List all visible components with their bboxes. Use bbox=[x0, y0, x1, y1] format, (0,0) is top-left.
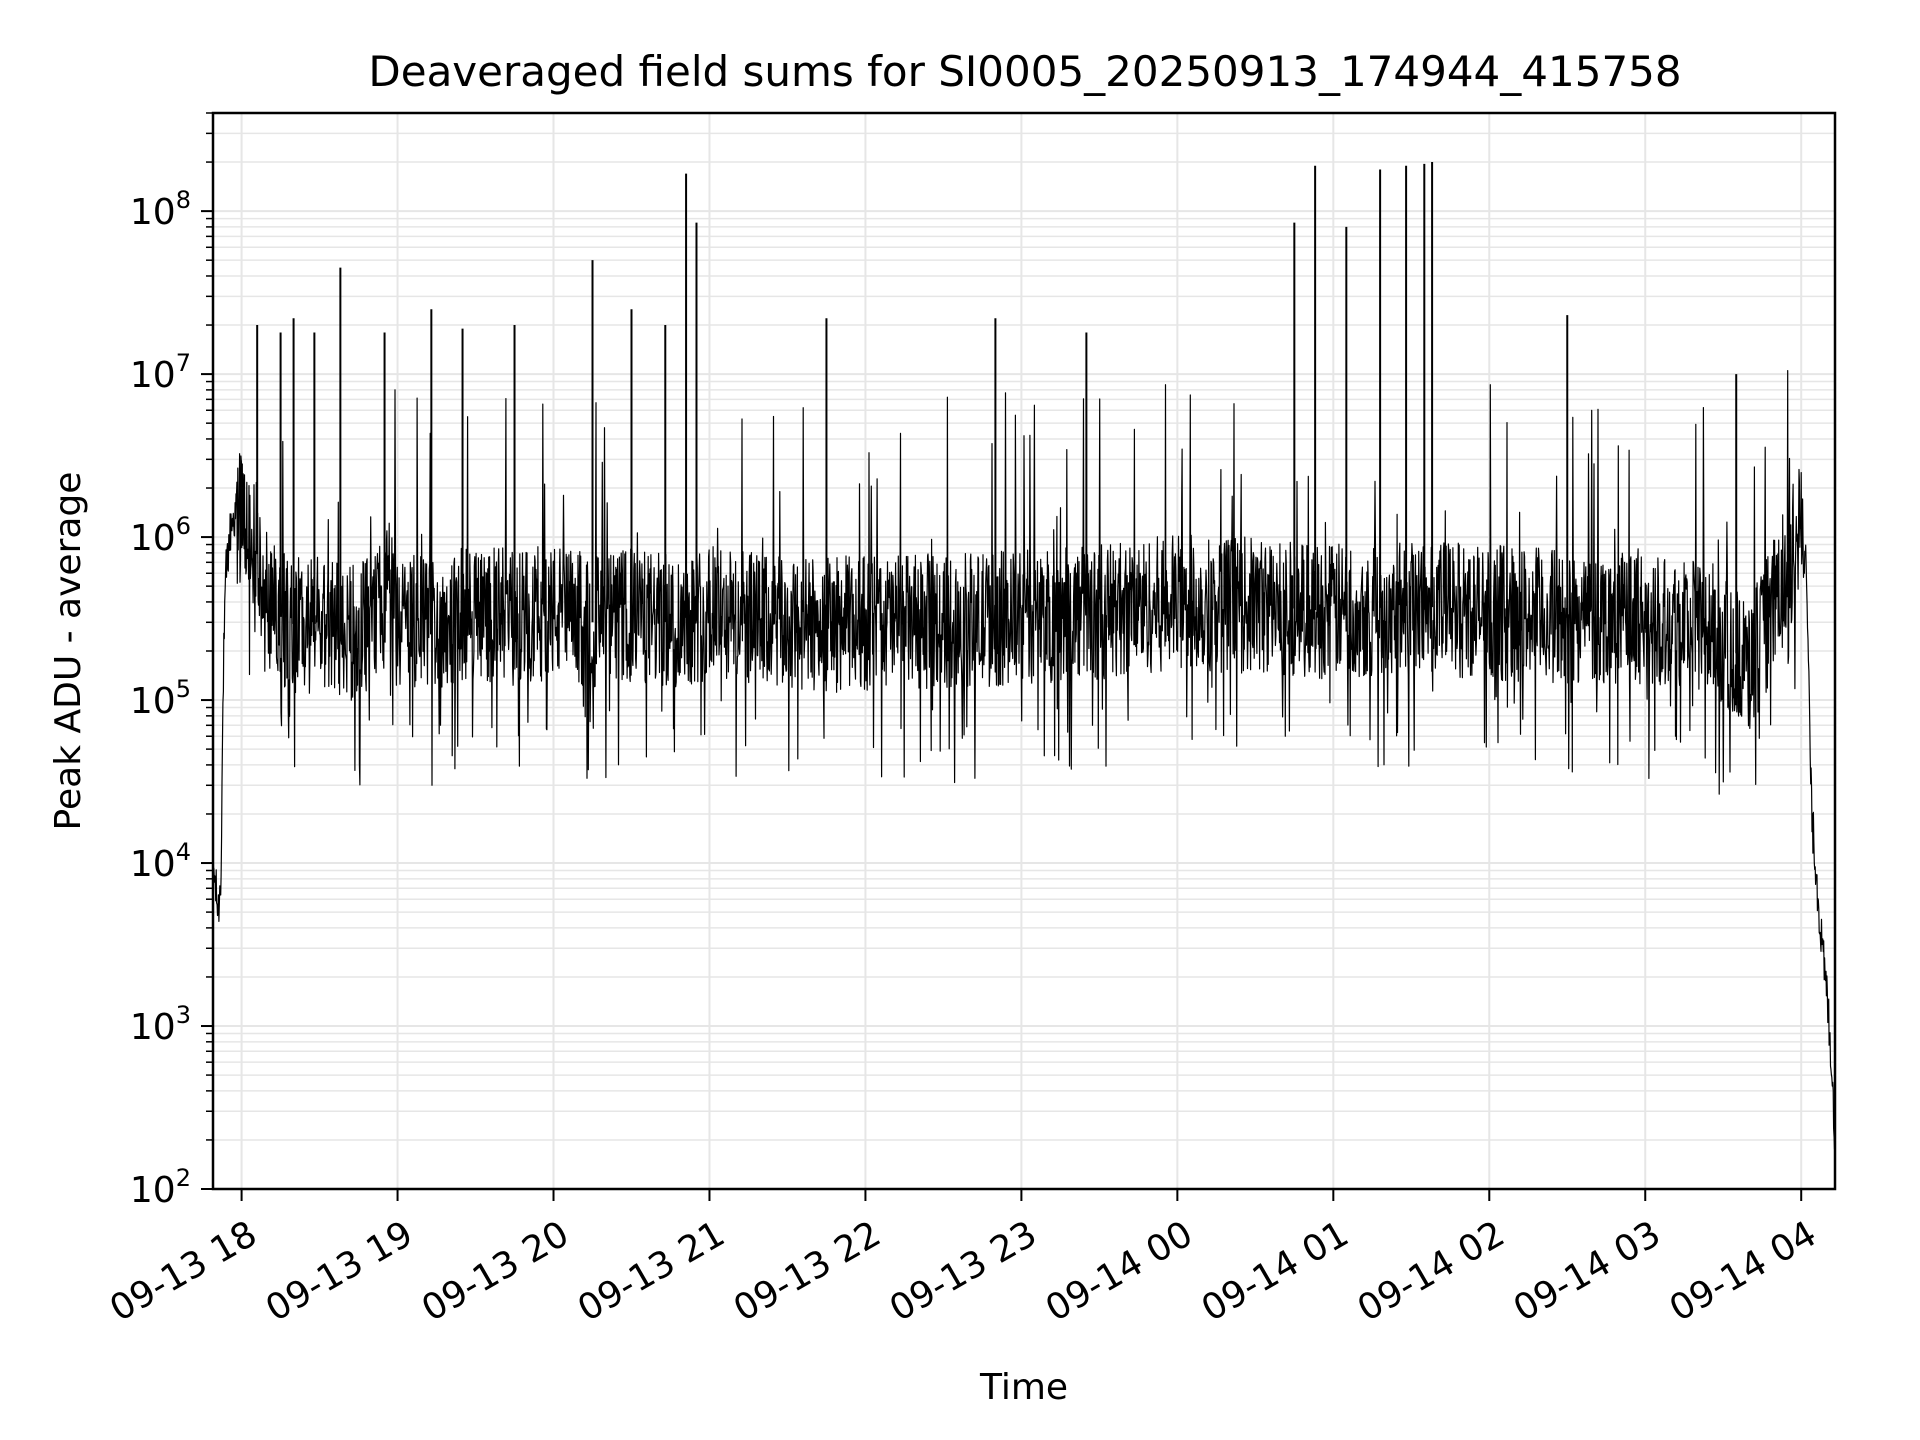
x-tick-label: 09-14 00 bbox=[1039, 1213, 1200, 1329]
series-line bbox=[212, 370, 1836, 1150]
y-tick-label: 105 bbox=[130, 675, 191, 722]
x-tick-label: 09-14 03 bbox=[1507, 1213, 1668, 1329]
series-layer bbox=[212, 162, 1836, 1150]
x-tick-label: 09-13 21 bbox=[571, 1213, 732, 1329]
x-tick-label: 09-13 18 bbox=[103, 1213, 264, 1329]
x-axis-label: Time bbox=[979, 1367, 1068, 1408]
y-tick-label: 107 bbox=[130, 349, 191, 396]
y-tick-label: 104 bbox=[130, 838, 191, 885]
grid bbox=[213, 112, 1835, 1190]
y-tick-label: 102 bbox=[130, 1164, 191, 1211]
y-tick-label: 103 bbox=[130, 1001, 191, 1048]
x-tick-label: 09-14 02 bbox=[1351, 1213, 1512, 1329]
x-tick-label: 09-13 19 bbox=[259, 1213, 420, 1329]
chart-title: Deaveraged field sums for SI0005_2025091… bbox=[368, 47, 1681, 96]
x-tick-label: 09-13 22 bbox=[727, 1213, 888, 1329]
x-tick-label: 09-13 23 bbox=[883, 1213, 1044, 1329]
y-axis: 102 103 104 105 106 107 108 bbox=[130, 112, 213, 1211]
y-tick-label: 106 bbox=[130, 512, 191, 559]
x-tick-label: 09-14 01 bbox=[1195, 1213, 1356, 1329]
y-tick-label: 108 bbox=[130, 186, 191, 233]
x-tick-label: 09-13 20 bbox=[415, 1213, 576, 1329]
x-tick-label: 09-14 04 bbox=[1663, 1213, 1824, 1329]
y-axis-label: Peak ADU - average bbox=[48, 472, 89, 831]
